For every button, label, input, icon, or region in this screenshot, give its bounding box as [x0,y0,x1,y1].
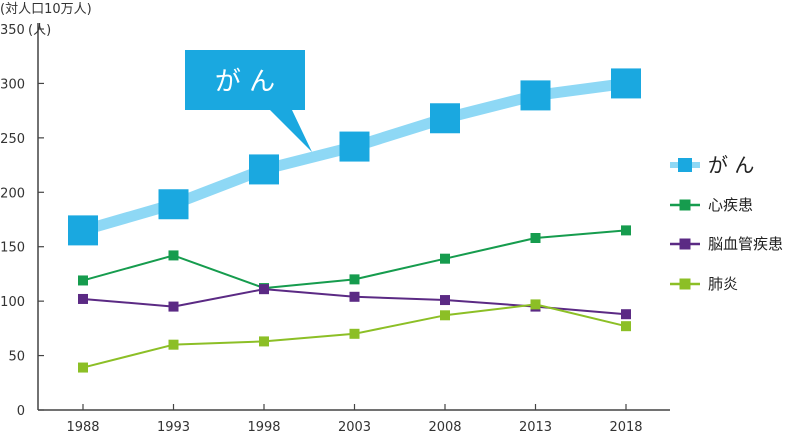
data-point [621,309,631,320]
data-point [440,310,450,321]
y-tick-label: 200 [0,186,25,201]
data-point [78,275,88,286]
y-tick-label: 250 [0,132,25,147]
legend-label: 肺炎 [708,275,738,293]
data-point [249,154,279,185]
legend-label: が ん [708,153,754,177]
legend-marker [679,278,691,290]
y-tick-label: 50 [8,350,25,365]
y-unit-people: (人) [28,23,51,38]
axes: 0 50 100 150 200 250 300 (対人口10万人) 350 (人) 1988 199… [0,2,670,434]
data-point [520,80,551,111]
data-point [259,336,269,347]
y-tick-label: 100 [0,295,25,310]
x-tick-label: 2018 [609,420,642,434]
data-point [530,299,541,310]
x-tick-label: 1998 [247,420,280,434]
data-point [440,295,450,306]
legend-marker [678,158,692,172]
data-point [158,189,189,220]
y-tick-label: 300 [0,77,25,92]
legend-marker [679,238,691,250]
y-tick-label-top: 350 [0,23,25,38]
legend-label: 脳血管疾患 [708,235,783,253]
series-group [68,68,641,373]
x-tick-label: 2013 [519,420,552,434]
data-point [440,253,450,264]
data-point [259,284,269,295]
legend-item: 肺炎 [670,275,738,293]
y-unit-label: (対人口10万人) [0,2,92,17]
data-point [349,328,360,339]
data-point [78,362,88,373]
data-point [430,103,460,134]
data-point [530,233,541,244]
legend-item: が ん [670,153,754,177]
data-point [78,293,88,304]
data-point [168,250,179,261]
data-point [168,301,179,312]
data-point [621,321,631,332]
legend-label: 心疾患 [708,196,753,214]
y-tick-label: 150 [0,241,25,256]
data-point [68,215,98,246]
data-point [621,225,631,236]
callout: が ん [185,50,312,152]
legend-marker [679,199,691,211]
x-tick-label: 1988 [66,420,99,434]
data-point [611,68,641,99]
callout-label: が ん [215,67,275,97]
y-tick-label: 0 [17,404,25,419]
callout-bubble [185,50,312,152]
data-point [349,274,360,285]
data-point [168,339,179,350]
legend-item: 心疾患 [670,196,753,214]
x-tick-label: 1993 [157,420,190,434]
data-point [339,131,370,162]
x-tick-label: 2003 [338,420,371,434]
legend-item: 脳血管疾患 [670,235,783,253]
x-tick-label: 2008 [428,420,461,434]
data-point [349,291,360,302]
